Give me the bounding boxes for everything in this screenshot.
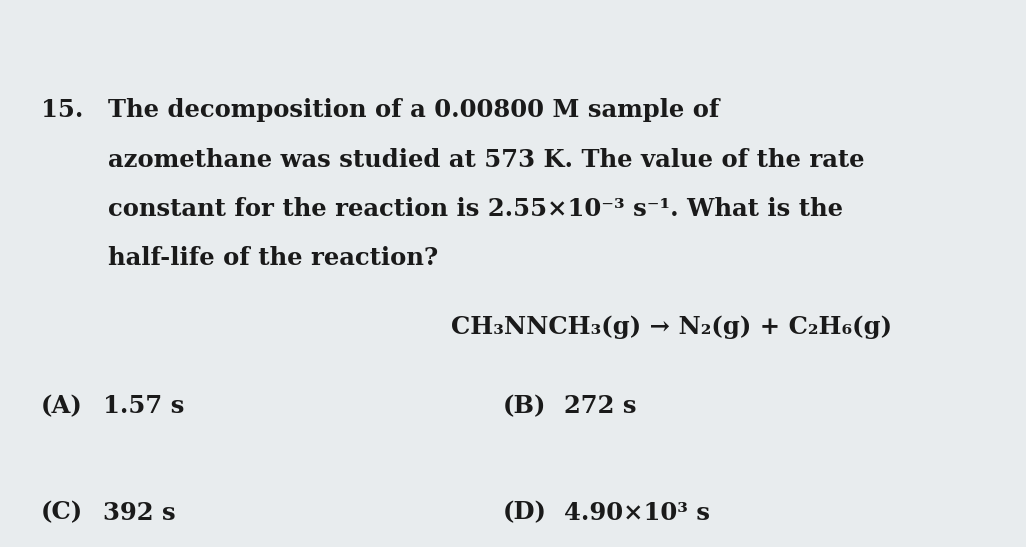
Text: (C): (C) [41, 501, 83, 525]
Text: 4.90×10³ s: 4.90×10³ s [564, 501, 710, 525]
Text: 392 s: 392 s [103, 501, 175, 525]
Text: 272 s: 272 s [564, 394, 637, 418]
Text: CH₃NNCH₃(g) → N₂(g) + C₂H₆(g): CH₃NNCH₃(g) → N₂(g) + C₂H₆(g) [451, 315, 893, 339]
Text: azomethane was studied at 573 K. The value of the rate: azomethane was studied at 573 K. The val… [108, 148, 864, 172]
Text: (D): (D) [503, 501, 547, 525]
Text: constant for the reaction is 2.55×10⁻³ s⁻¹. What is the: constant for the reaction is 2.55×10⁻³ s… [108, 197, 842, 221]
Text: 1.57 s: 1.57 s [103, 394, 184, 418]
Text: (A): (A) [41, 394, 83, 418]
Text: The decomposition of a 0.00800 M sample of: The decomposition of a 0.00800 M sample … [108, 98, 719, 123]
Text: half-life of the reaction?: half-life of the reaction? [108, 246, 438, 270]
Text: (B): (B) [503, 394, 546, 418]
Text: 15.: 15. [41, 98, 83, 123]
